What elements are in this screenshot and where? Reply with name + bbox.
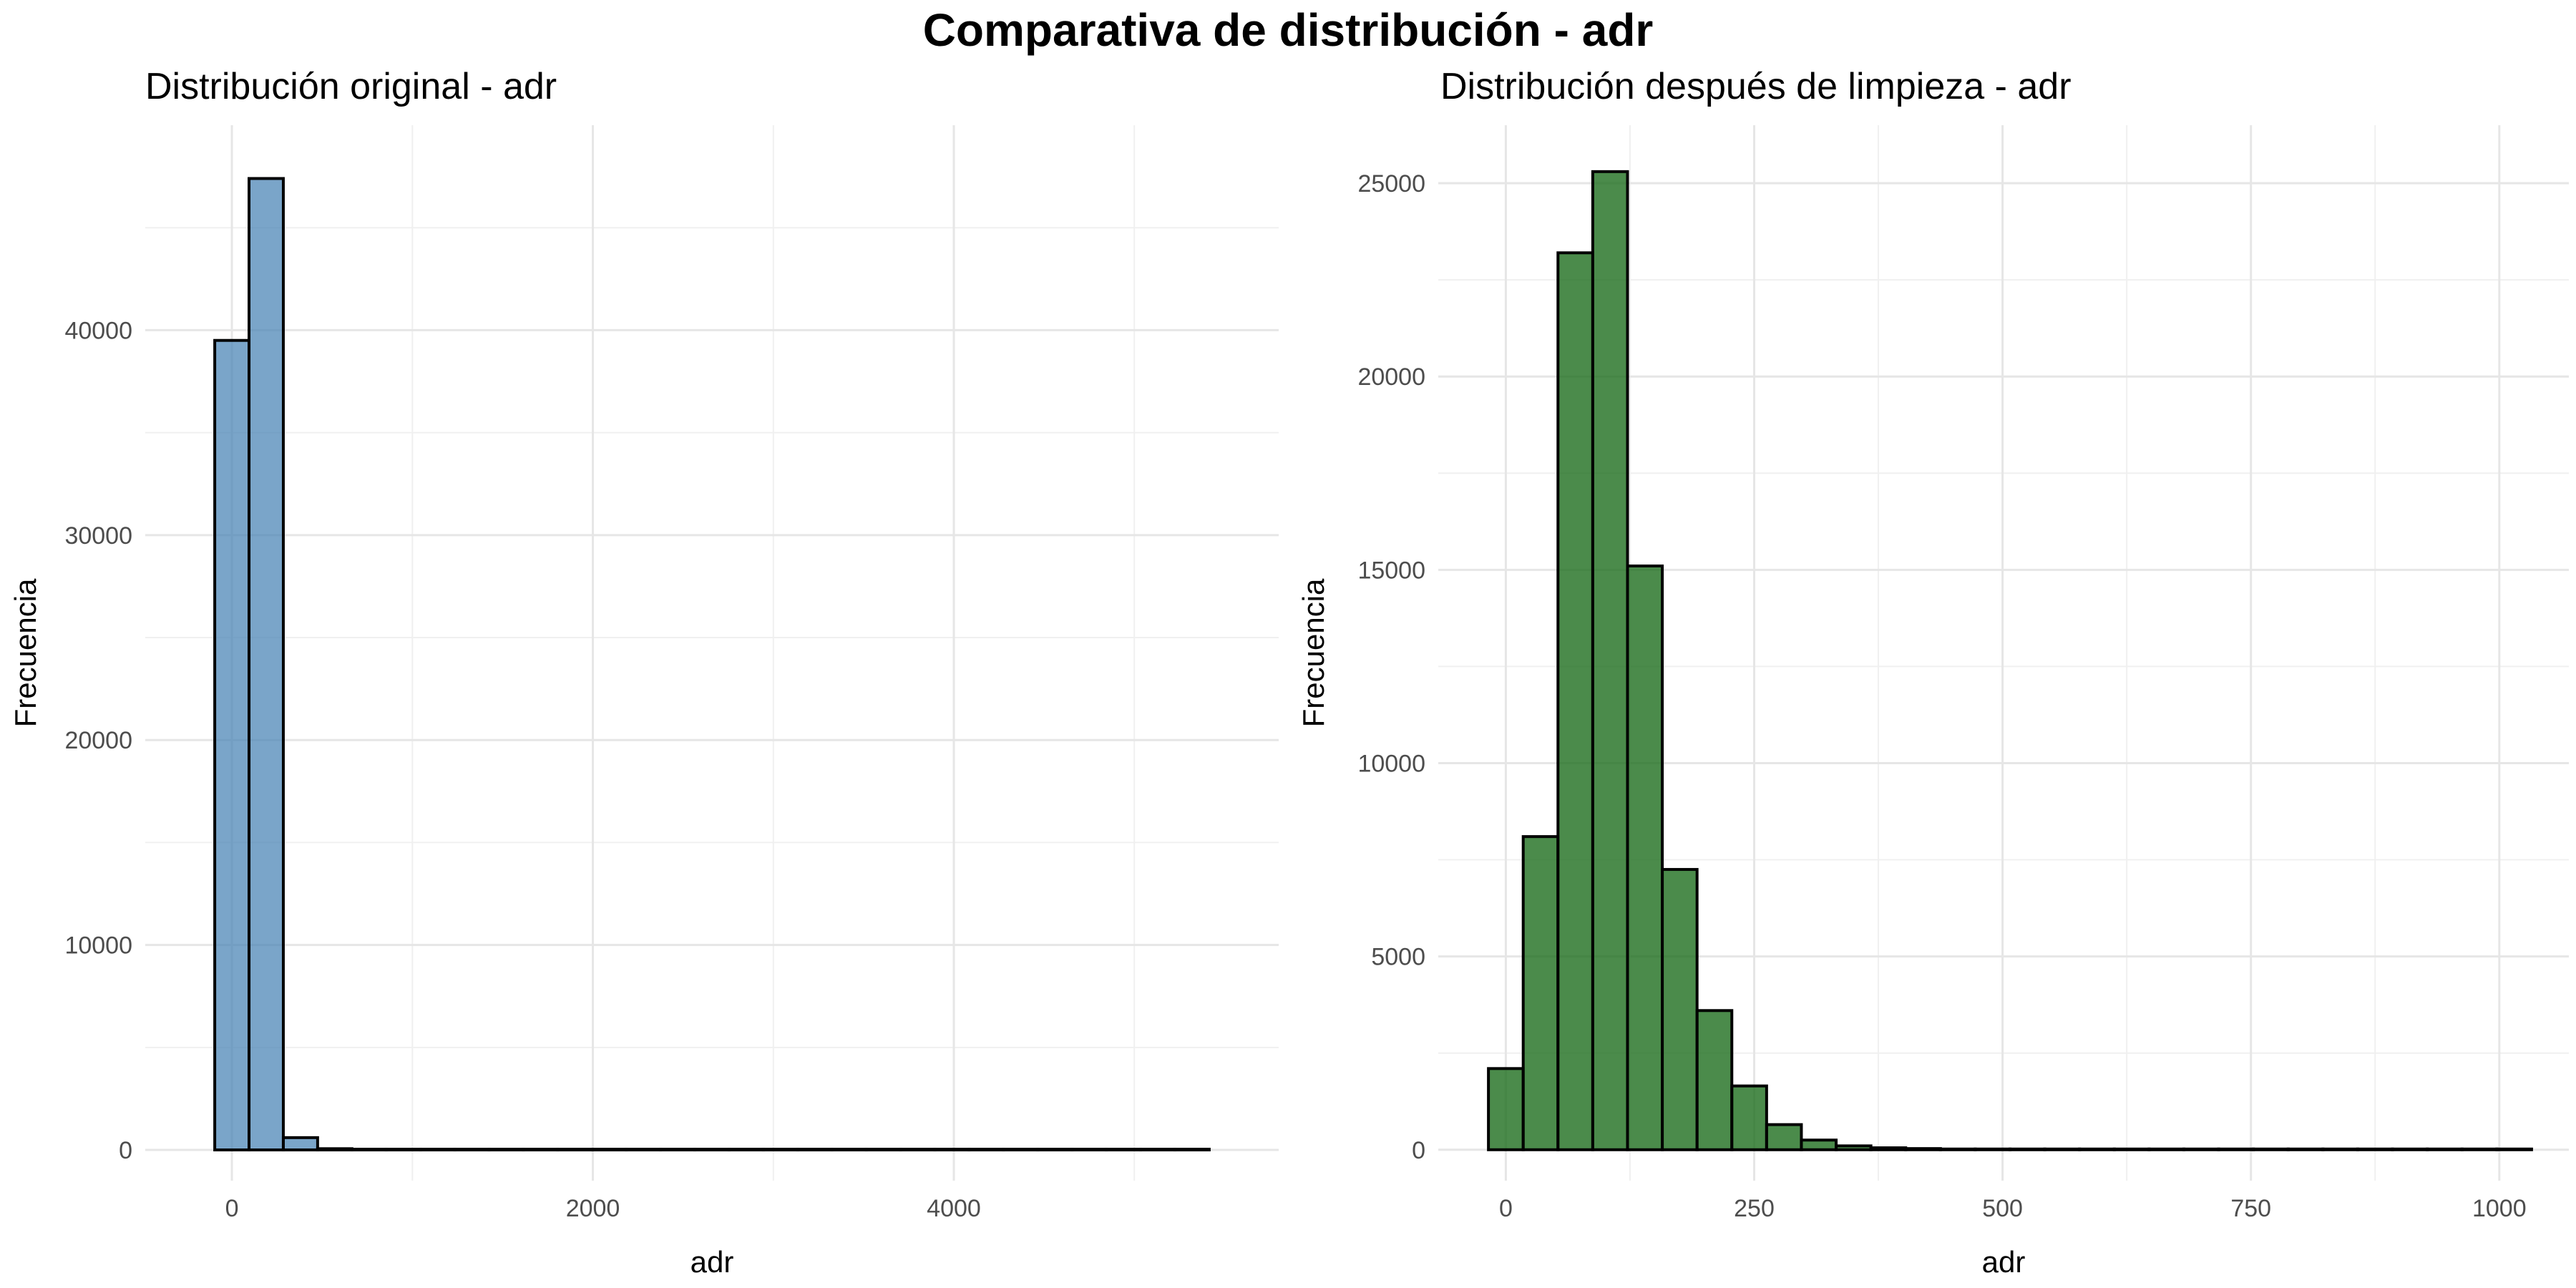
histogram-bar <box>522 1148 560 1152</box>
histogram-bar <box>1904 1147 1942 1151</box>
y-tick-label: 30000 <box>64 522 132 550</box>
histogram-bar <box>967 1148 1005 1152</box>
histogram-bar <box>556 1148 594 1152</box>
x-tick-label: 0 <box>225 1195 239 1222</box>
y-tick-label: 25000 <box>1357 170 1425 197</box>
histogram-bar <box>1070 1148 1108 1152</box>
histogram-bar <box>1556 251 1594 1151</box>
y-axis-label-original: Frecuencia <box>9 578 42 727</box>
histogram-bar <box>1974 1147 2012 1151</box>
histogram-bar <box>2217 1147 2255 1151</box>
histogram-bar <box>1626 564 1664 1151</box>
histogram-bar <box>933 1148 971 1152</box>
histogram-bar <box>2426 1147 2464 1151</box>
histogram-bar <box>1036 1148 1074 1152</box>
y-tick-label: 20000 <box>1357 364 1425 391</box>
histogram-bar <box>453 1148 491 1152</box>
y-axis-label-cleaned: Frecuencia <box>1297 578 1330 727</box>
histogram-bar <box>659 1148 697 1152</box>
histogram-bar <box>1695 1009 1734 1151</box>
figure-title: Comparativa de distribución - adr <box>922 4 1654 56</box>
histogram-bar <box>248 177 285 1152</box>
histogram-bar <box>213 338 251 1152</box>
histogram-bar <box>899 1148 937 1152</box>
histogram-bar <box>761 1148 799 1152</box>
y-tick-label: 15000 <box>1357 557 1425 584</box>
histogram-bar <box>2286 1147 2325 1151</box>
x-tick-label: 1000 <box>2472 1195 2527 1222</box>
x-tick-label: 2000 <box>566 1195 620 1222</box>
histogram-bar <box>384 1148 422 1152</box>
x-axis-label-original: adr <box>691 1245 734 1279</box>
histogram-bar <box>2009 1147 2046 1151</box>
histogram-bar <box>2182 1147 2220 1151</box>
histogram-bar <box>864 1148 902 1152</box>
histogram-bar <box>727 1148 765 1152</box>
histogram-bar <box>1869 1146 1908 1151</box>
histogram-bar <box>2078 1147 2116 1151</box>
histogram-bar <box>1800 1138 1838 1151</box>
x-tick-label: 500 <box>1982 1195 2023 1222</box>
y-tick-label: 20000 <box>64 727 132 754</box>
x-tick-label: 750 <box>2230 1195 2271 1222</box>
histogram-original: Distribución original - adr 0 2000 4000010… <box>9 66 1279 1279</box>
histogram-bar <box>1730 1084 1768 1151</box>
histogram-bar <box>2460 1147 2499 1151</box>
histogram-cleaned: Distribución después de limpieza - adr 0… <box>1297 66 2569 1279</box>
y-tick-label: 5000 <box>1371 944 1425 971</box>
histogram-bar <box>1173 1148 1211 1152</box>
histogram-bar <box>1521 835 1560 1151</box>
histogram-bar <box>487 1148 525 1152</box>
histogram-bar <box>830 1148 868 1152</box>
y-tick-label: 40000 <box>64 317 132 344</box>
histogram-bar <box>1487 1067 1525 1151</box>
histogram-bar <box>2043 1147 2082 1151</box>
x-tick-label: 0 <box>1499 1195 1513 1222</box>
histogram-bar <box>590 1148 628 1152</box>
x-tick-label: 4000 <box>927 1195 981 1222</box>
histogram-bar <box>1765 1123 1803 1151</box>
histogram-bar <box>625 1148 663 1152</box>
histogram-bar <box>2321 1147 2359 1151</box>
histogram-bar <box>693 1148 731 1152</box>
histogram-bar <box>2252 1147 2290 1151</box>
histogram-bar <box>2147 1147 2185 1151</box>
histogram-bar <box>1661 868 1699 1151</box>
y-tick-label: 0 <box>119 1137 132 1164</box>
histogram-bar <box>796 1148 834 1152</box>
y-tick-label: 10000 <box>64 932 132 960</box>
histogram-bar <box>1139 1148 1176 1152</box>
y-tick-label: 0 <box>1412 1137 1425 1164</box>
x-tick-label: 250 <box>1734 1195 1775 1222</box>
histogram-bar <box>316 1147 353 1152</box>
panel-title-original: Distribución original - adr <box>145 66 557 107</box>
grid-original <box>145 125 1279 1181</box>
histogram-bar <box>2495 1147 2533 1151</box>
histogram-bar <box>2112 1147 2151 1151</box>
histogram-bar <box>1591 170 1629 1151</box>
histogram-bar <box>2391 1147 2429 1151</box>
histogram-bar <box>1938 1147 1977 1151</box>
histogram-bar <box>281 1136 319 1152</box>
bars-original <box>213 177 1211 1152</box>
y-tick-label: 10000 <box>1357 750 1425 777</box>
histogram-bar <box>2356 1147 2394 1151</box>
histogram-bar <box>1105 1148 1143 1152</box>
panel-title-cleaned: Distribución después de limpieza - adr <box>1440 66 2072 107</box>
histogram-bar <box>1002 1148 1040 1152</box>
histogram-bar <box>1835 1144 1873 1151</box>
x-axis-label-cleaned: adr <box>1982 1245 2026 1279</box>
bars-cleaned <box>1487 170 2533 1151</box>
histogram-bar <box>419 1148 457 1152</box>
histogram-bar <box>350 1148 388 1152</box>
